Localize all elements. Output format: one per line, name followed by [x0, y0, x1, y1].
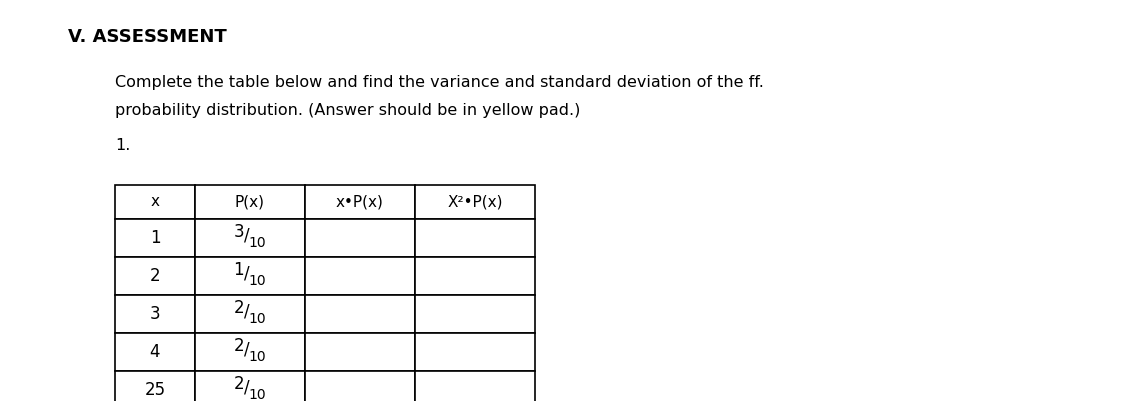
Text: probability distribution. (Answer should be in yellow pad.): probability distribution. (Answer should…	[115, 103, 580, 118]
Bar	[115, 219, 195, 257]
Text: 1: 1	[233, 261, 244, 279]
Bar	[115, 333, 195, 371]
Bar	[415, 257, 536, 295]
Bar	[305, 219, 415, 257]
Text: 4: 4	[150, 343, 160, 361]
Bar	[195, 295, 305, 333]
Text: 10: 10	[249, 350, 266, 364]
Text: 3: 3	[233, 223, 244, 241]
Bar	[415, 371, 536, 401]
Bar	[415, 295, 536, 333]
Text: V. ASSESSMENT: V. ASSESSMENT	[68, 28, 227, 46]
Text: 1: 1	[150, 229, 161, 247]
Text: x•P(x): x•P(x)	[336, 194, 384, 209]
Text: X²•P(x): X²•P(x)	[448, 194, 503, 209]
Bar	[305, 333, 415, 371]
Text: /: /	[244, 265, 250, 283]
Text: /: /	[244, 227, 250, 245]
Bar	[195, 219, 305, 257]
Bar	[195, 257, 305, 295]
Text: 2: 2	[233, 375, 244, 393]
Text: 10: 10	[249, 388, 266, 401]
Text: 2: 2	[233, 299, 244, 317]
Bar	[115, 295, 195, 333]
Bar	[195, 371, 305, 401]
Text: x: x	[151, 194, 160, 209]
Bar	[305, 371, 415, 401]
Text: /: /	[244, 379, 250, 397]
Bar	[195, 333, 305, 371]
Bar	[415, 333, 536, 371]
Bar	[115, 257, 195, 295]
Text: 3: 3	[150, 305, 161, 323]
Text: 1.: 1.	[115, 138, 130, 153]
Bar	[415, 185, 536, 219]
Bar	[305, 295, 415, 333]
Text: P(x): P(x)	[235, 194, 266, 209]
Bar	[195, 185, 305, 219]
Text: /: /	[244, 341, 250, 359]
Bar	[305, 257, 415, 295]
Text: 10: 10	[249, 236, 266, 250]
Bar	[115, 185, 195, 219]
Text: 2: 2	[150, 267, 161, 285]
Text: 25: 25	[144, 381, 165, 399]
Bar	[115, 371, 195, 401]
Bar	[305, 185, 415, 219]
Bar	[415, 219, 536, 257]
Text: 10: 10	[249, 312, 266, 326]
Text: /: /	[244, 303, 250, 321]
Text: Complete the table below and find the variance and standard deviation of the ff.: Complete the table below and find the va…	[115, 75, 764, 90]
Text: 2: 2	[233, 337, 244, 355]
Text: 10: 10	[249, 274, 266, 288]
